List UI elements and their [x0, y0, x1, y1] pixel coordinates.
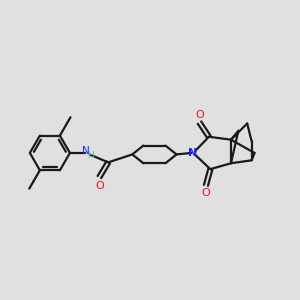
Text: H: H	[87, 151, 94, 160]
Text: O: O	[202, 188, 210, 198]
Text: N: N	[82, 146, 90, 156]
Text: N: N	[188, 148, 197, 158]
Text: O: O	[195, 110, 204, 120]
Text: O: O	[95, 181, 104, 190]
